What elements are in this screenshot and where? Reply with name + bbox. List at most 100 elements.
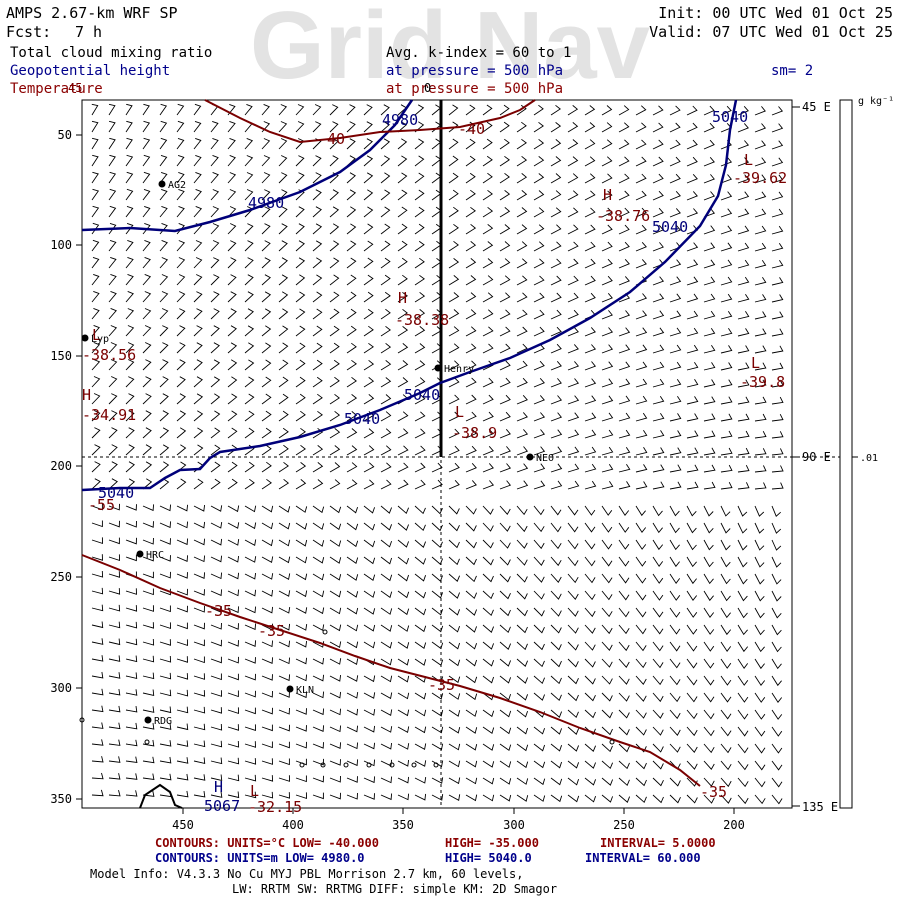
wind-barb xyxy=(346,240,357,252)
extremum-letter: L xyxy=(744,151,753,169)
wind-barb xyxy=(516,395,528,405)
wind-barb xyxy=(516,743,529,752)
wind-barb xyxy=(380,257,391,269)
wind-barb xyxy=(244,308,254,320)
wind-barb xyxy=(465,743,478,751)
wind-barb xyxy=(295,325,306,337)
wind-barb xyxy=(380,121,390,133)
wind-barb xyxy=(686,293,699,303)
wind-barb xyxy=(278,104,288,116)
wind-barb xyxy=(414,104,425,116)
top-label-0: 0 xyxy=(424,81,431,95)
wind-barb xyxy=(669,692,681,703)
extremum-letter: L xyxy=(92,326,101,344)
wind-barb xyxy=(363,793,375,800)
wind-barb xyxy=(754,624,765,636)
wind-barb xyxy=(295,155,305,167)
wind-barb xyxy=(346,590,359,598)
wind-barb xyxy=(635,361,648,371)
wind-barb xyxy=(601,624,613,635)
wind-barb xyxy=(686,607,698,618)
wind-barb xyxy=(533,794,546,802)
y-tick-label: 250 xyxy=(50,570,72,584)
wind-barb xyxy=(108,722,121,730)
wind-barb xyxy=(431,104,442,116)
wind-barb xyxy=(601,207,613,218)
wind-barb xyxy=(244,640,257,647)
wind-barb xyxy=(261,308,272,320)
wind-barb xyxy=(414,377,426,388)
x-tick-label: 250 xyxy=(613,818,635,832)
wind-barb xyxy=(482,428,494,439)
wind-barb xyxy=(312,427,324,439)
wind-barb xyxy=(346,325,357,337)
temp-label: -40 xyxy=(318,130,345,148)
wind-barb xyxy=(584,607,596,618)
wind-barb xyxy=(312,240,323,252)
wind-barb xyxy=(397,607,410,616)
wind-barb xyxy=(210,444,221,456)
wind-barb xyxy=(380,189,391,201)
wind-barb xyxy=(142,120,151,133)
wind-barb xyxy=(703,242,716,252)
wind-barb xyxy=(397,308,408,320)
wind-barb xyxy=(669,522,680,534)
wind-barb xyxy=(686,692,698,703)
wind-barb xyxy=(91,503,103,511)
wind-barb xyxy=(108,444,118,456)
wind-barb xyxy=(618,361,631,371)
wind-barb xyxy=(465,258,477,269)
wind-barb xyxy=(431,794,444,801)
wind-barb xyxy=(533,726,546,735)
wind-barb xyxy=(516,121,527,133)
wind-barb xyxy=(669,344,682,354)
wind-barb xyxy=(533,326,545,337)
wind-barb xyxy=(142,521,154,528)
wind-barb xyxy=(771,607,782,619)
wind-barb xyxy=(108,325,118,337)
wind-barb xyxy=(363,121,373,133)
wind-barb xyxy=(499,155,510,167)
wind-barb xyxy=(380,411,392,422)
wind-barb xyxy=(686,156,698,167)
wind-barb xyxy=(652,641,664,652)
wind-barb xyxy=(397,590,410,599)
wind-barb xyxy=(686,709,698,720)
wind-barb xyxy=(210,757,223,765)
wind-barb xyxy=(397,624,410,632)
wind-barb xyxy=(397,223,408,235)
wind-barb xyxy=(703,794,715,804)
wind-barb xyxy=(482,539,494,549)
contour-5040-south xyxy=(81,381,441,492)
wind-barb xyxy=(771,362,784,371)
wind-barb xyxy=(720,362,733,371)
lat-label-90: 90 E xyxy=(802,450,831,464)
wind-barb xyxy=(533,624,545,634)
wind-barb xyxy=(652,173,664,184)
wind-barb xyxy=(703,641,715,652)
wind-barb xyxy=(261,674,273,681)
wind-barb xyxy=(618,481,631,490)
wind-barb xyxy=(686,447,699,456)
wind-barb xyxy=(652,726,664,736)
wind-barb xyxy=(550,156,562,167)
wind-barb xyxy=(278,223,288,235)
wind-barb xyxy=(244,556,257,563)
wind-barb xyxy=(346,759,359,767)
wind-barb xyxy=(601,675,613,685)
wind-barb xyxy=(567,309,579,320)
wind-barb xyxy=(380,223,391,235)
wind-barb xyxy=(125,137,133,150)
wind-barb xyxy=(601,190,613,201)
wind-barb xyxy=(601,395,614,405)
wind-barb xyxy=(533,138,545,150)
wind-barb xyxy=(346,206,357,218)
wind-barb xyxy=(142,359,152,371)
wind-barb xyxy=(703,539,714,551)
wind-barb xyxy=(227,673,239,681)
wind-barb xyxy=(380,726,393,733)
wind-barb xyxy=(295,741,307,749)
wind-barb xyxy=(125,672,138,679)
wind-barb xyxy=(329,104,339,116)
wind-barb xyxy=(754,259,767,269)
